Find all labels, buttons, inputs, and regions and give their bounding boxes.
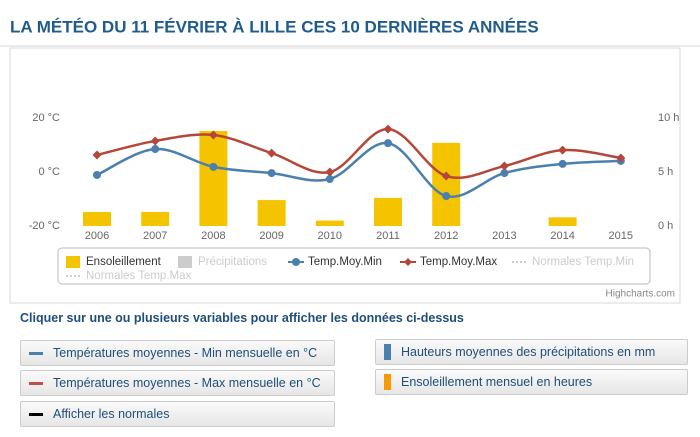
toggle-button[interactable]: Températures moyennes - Min mensuelle en… [20, 340, 335, 366]
x-tick-label: 2013 [492, 230, 516, 242]
legend-swatch [66, 256, 80, 268]
x-tick-label: 2008 [201, 230, 225, 242]
button-swatch [29, 412, 43, 416]
marker [325, 167, 335, 177]
button-label: Températures moyennes - Max mensuelle en… [53, 376, 321, 390]
legend-box [57, 247, 651, 285]
y-tick-label: 20 °C [32, 112, 60, 124]
x-tick-label: 2011 [376, 230, 400, 242]
marker [383, 124, 393, 134]
x-tick-label: 2006 [85, 230, 109, 242]
instruction: Cliquer sur une ou plusieurs variables p… [20, 311, 464, 325]
legend-label: Normales Temp.Max [86, 270, 191, 282]
credit: Highcharts.com [606, 289, 675, 300]
legend-label: Temp.Moy.Max [420, 256, 497, 268]
page-title: LA MÉTÉO DU 11 FÉVRIER À LILLE CES 10 DE… [10, 17, 539, 36]
marker [558, 145, 568, 155]
line [96, 127, 621, 179]
x-tick-label: 2010 [318, 230, 342, 242]
button-swatch [384, 374, 391, 390]
x-tick-label: 2012 [434, 230, 458, 242]
bar [257, 200, 286, 226]
marker [267, 148, 277, 158]
marker [325, 175, 334, 184]
toggle-button[interactable]: Hauteurs moyennes des précipitations en … [375, 339, 688, 365]
line [96, 141, 621, 198]
marker [151, 145, 160, 154]
legend-label: Normales Temp.Min [532, 256, 634, 268]
marker [93, 170, 101, 179]
chart-frame [9, 47, 681, 304]
y-tick-label: -20 °C [29, 220, 60, 232]
legend-swatch [178, 256, 192, 268]
legend-label: Temp.Moy.Min [308, 256, 382, 268]
bar [548, 217, 577, 226]
toggle-button[interactable]: Températures moyennes - Max mensuelle en… [20, 370, 335, 396]
bar [199, 130, 228, 226]
button-swatch [384, 344, 391, 360]
x-tick-label: 2014 [550, 230, 574, 242]
y2-tick-label: 5 h [658, 166, 673, 178]
button-label: Afficher les normales [53, 407, 170, 421]
toggle-button[interactable]: Ensoleillement mensuel en heures [375, 369, 688, 395]
marker [209, 162, 218, 171]
button-swatch [29, 351, 43, 355]
bar [432, 142, 461, 226]
marker [92, 150, 102, 160]
legend-marker [292, 258, 300, 266]
y-tick-label: 0 °C [38, 166, 60, 178]
x-tick-label: 2009 [259, 230, 283, 242]
marker [442, 192, 451, 201]
bar [315, 220, 344, 226]
marker [616, 153, 626, 163]
marker [500, 169, 509, 178]
x-tick-label: 2015 [609, 230, 633, 242]
bar [141, 211, 170, 226]
marker [499, 161, 509, 171]
marker [558, 159, 567, 168]
y2-tick-label: 10 h [658, 112, 679, 124]
legend-label: Ensoleillement [86, 256, 162, 268]
x-tick-label: 2007 [143, 230, 167, 242]
bar [83, 211, 111, 226]
y2-tick-label: 0 h [658, 220, 673, 232]
marker [441, 171, 451, 181]
button-label: Hauteurs moyennes des précipitations en … [401, 345, 656, 359]
marker [208, 130, 218, 140]
toggle-button[interactable]: Afficher les normales [20, 401, 335, 427]
marker [150, 136, 160, 146]
legend-label: Précipitations [198, 256, 267, 268]
button-swatch [29, 381, 43, 385]
marker [267, 169, 276, 178]
legend-marker [404, 258, 412, 266]
chart: LA MÉTÉO DU 11 FÉVRIER À LILLE CES 10 DE… [0, 17, 700, 304]
button-label: Ensoleillement mensuel en heures [401, 375, 593, 389]
bar [374, 197, 402, 226]
marker [384, 139, 392, 148]
button-label: Températures moyennes - Min mensuelle en… [53, 346, 318, 360]
